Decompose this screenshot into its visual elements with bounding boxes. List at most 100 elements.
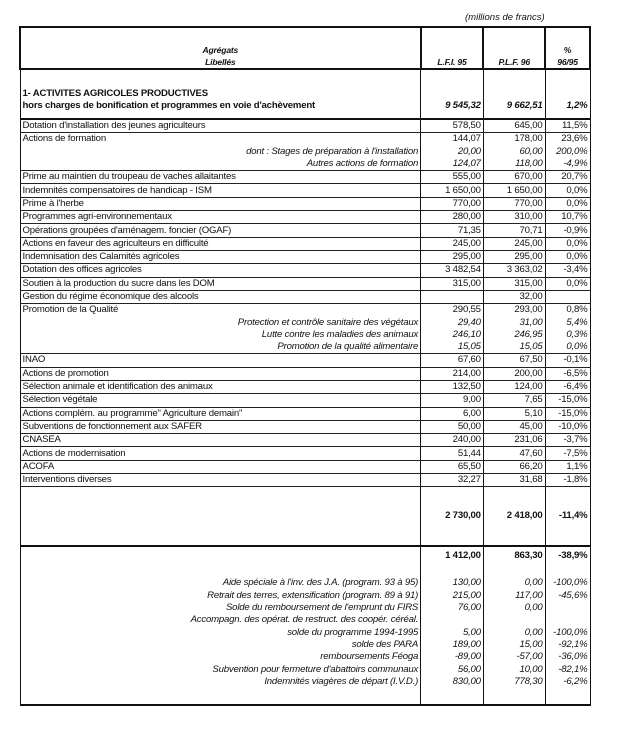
- table-row-label: Gestion du régime économique des alcools: [19, 290, 422, 305]
- table-row-lfi95: 71,35: [420, 223, 484, 238]
- table-row-pct: 1,1%: [544, 460, 591, 475]
- table-row-label: Opérations groupées d'aménagem. foncier …: [19, 223, 422, 238]
- table-row: Retrait des terres, extensification (pro…: [19, 589, 591, 602]
- table-row-lfi95: 189,00: [420, 638, 484, 652]
- table-row-plf96: 31,68: [482, 473, 546, 488]
- table-row-label: solde des PARA: [19, 638, 422, 652]
- table-row-pct: [544, 614, 591, 627]
- table-row: Solde du remboursement de l'emprunt du F…: [19, 601, 591, 615]
- table-row-pct: -4,9%: [544, 157, 591, 172]
- header-plf96: P.L.F. 96: [482, 26, 547, 70]
- table-row-label: Soutien à la production du sucre dans le…: [19, 277, 422, 291]
- table-row: ACOFA 65,50 66,20 1,1%: [19, 460, 591, 475]
- table-row: solde du programme 1994-1995 5,00 0,00 -100…: [19, 626, 591, 639]
- table-row-plf96: 5,10: [482, 407, 546, 421]
- table-row-lfi95: 770,00: [420, 197, 484, 212]
- table-row-pct: -10,0%: [544, 420, 591, 435]
- table-row-pct: 0,0%: [544, 277, 591, 291]
- table-row-pct: -100,0%: [544, 577, 591, 590]
- table-row: Promotion de la Qualité 290,55 293,00 0,8%: [19, 303, 591, 317]
- table-row-pct: -0,1%: [544, 353, 591, 368]
- table-row-plf96: 60,00: [482, 145, 546, 158]
- table-row-plf96: 117,00: [482, 589, 546, 602]
- table-row-lfi95: [420, 614, 484, 627]
- table-row-label: dont : Stages de préparation à l'install…: [19, 145, 422, 158]
- table-row-plf96: 124,00: [482, 380, 546, 395]
- table-row-label: Actions de promotion: [19, 367, 422, 381]
- table-row-pct: [544, 601, 591, 615]
- section-1-lfi95: 9 545,32: [420, 69, 484, 120]
- table-row-label: Protection et contrôle sanitaire des vég…: [19, 316, 422, 329]
- table-row: solde des PARA 189,00 15,00 -92,1%: [19, 638, 591, 652]
- table-row-label: Promotion de la qualité alimentaire: [19, 341, 422, 355]
- table-row-lfi95: 5,00: [420, 626, 484, 639]
- table-row: Programmes agri-environnementaux 280,00 31…: [19, 210, 591, 225]
- table-row-plf96: 245,00: [482, 237, 546, 251]
- table-row-pct: 0,0%: [544, 237, 591, 251]
- table-row-lfi95: 124,07: [420, 157, 484, 172]
- table-row-pct: -3,4%: [544, 263, 591, 278]
- table-row-lfi95: 76,00: [420, 601, 484, 615]
- table-row-plf96: 31,00: [482, 316, 546, 329]
- table-row-lfi95: 6,00: [420, 407, 484, 421]
- table-row-plf96: 32,00: [482, 290, 546, 305]
- table-row: Aide spéciale à l'inv. des J.A. (program…: [19, 577, 591, 590]
- table-row-label: remboursements Féoga: [19, 651, 422, 664]
- table-row-pct: 0,8%: [544, 303, 591, 317]
- table-row-plf96: 770,00: [482, 197, 546, 212]
- table-row-lfi95: 830,00: [420, 675, 484, 688]
- table-row-lfi95: [420, 290, 484, 305]
- table-row-label: Sélection végétale: [19, 393, 422, 408]
- section-1-plf96: 9 662,51: [482, 69, 546, 120]
- table-row-label: solde du programme 1994-1995: [19, 626, 422, 639]
- section-3-row-label: [19, 546, 422, 566]
- table-row-lfi95: 214,00: [420, 367, 484, 381]
- table-row-pct: -7,5%: [544, 446, 591, 461]
- table-row-label: Aide spéciale à l'inv. des J.A. (program…: [19, 577, 422, 590]
- section-2-row-lfi95: 2 730,00: [420, 486, 484, 548]
- table-row: Actions de formation 144,07 178,00 23,6%: [19, 132, 591, 146]
- table-row-lfi95: 132,50: [420, 380, 484, 395]
- section-2-row-pct: -11,4%: [544, 486, 591, 548]
- table-row-plf96: 246,95: [482, 328, 546, 342]
- table-row-lfi95: 246,10: [420, 328, 484, 342]
- table-row: Indemnisation des Calamités agricoles 295…: [19, 250, 591, 265]
- table-row-pct: -36,0%: [544, 651, 591, 664]
- table-row-plf96: 45,00: [482, 420, 546, 435]
- table-row: Autres actions de formation 124,07 118,00-…: [19, 157, 591, 172]
- table-row-lfi95: 578,50: [420, 119, 484, 134]
- table-row-lfi95: 32,27: [420, 473, 484, 488]
- table-row: CNASEA 240,00 231,06 -3,7%: [19, 433, 591, 448]
- table-row-lfi95: 240,00: [420, 433, 484, 448]
- table-row-plf96: 295,00: [482, 250, 546, 265]
- table-row: Actions de promotion 214,00 200,00 -6,5%: [19, 367, 591, 381]
- spacer-row: [19, 565, 591, 578]
- table-row-pct: -3,7%: [544, 433, 591, 448]
- table-row-plf96: 315,00: [482, 277, 546, 291]
- header-pct: % 96/95: [544, 26, 591, 70]
- table-row-lfi95: 295,00: [420, 250, 484, 265]
- table-row-label: Subvention pour fermeture d'abattoirs co…: [19, 663, 422, 676]
- table-row-label: CNASEA: [19, 433, 422, 448]
- table-row-pct: 0,0%: [544, 341, 591, 355]
- table-row-plf96: 0,00: [482, 601, 546, 615]
- table-row-plf96: [482, 614, 546, 627]
- table-row-label: Autres actions de formation: [19, 157, 422, 172]
- table-row-lfi95: 130,00: [420, 577, 484, 590]
- table-row-label: Sélection animale et identification des …: [19, 380, 422, 395]
- table-row-plf96: 310,00: [482, 210, 546, 225]
- table-row-lfi95: 50,00: [420, 420, 484, 435]
- table-row-lfi95: 20,00: [420, 145, 484, 158]
- table-row-pct: -45,6%: [544, 589, 591, 602]
- table-row-pct: -6,4%: [544, 380, 591, 395]
- section-3-row-lfi95: 1 412,00: [420, 546, 484, 566]
- table-row-lfi95: 67,60: [420, 353, 484, 368]
- table-row-pct: 20,7%: [544, 170, 591, 185]
- table-row-plf96: 15,05: [482, 341, 546, 355]
- table-row-lfi95: 15,05: [420, 341, 484, 355]
- table-row: Actions en faveur des agriculteurs en di…: [19, 237, 591, 251]
- header-lfi95: L.F.I. 95: [419, 26, 485, 70]
- table-row: INAO 67,60 67,50 -0,1%: [19, 353, 591, 368]
- table-row: remboursements Féoga -89,00 -57,00 -36,0%: [19, 651, 591, 664]
- table-row-pct: -15,0%: [544, 407, 591, 421]
